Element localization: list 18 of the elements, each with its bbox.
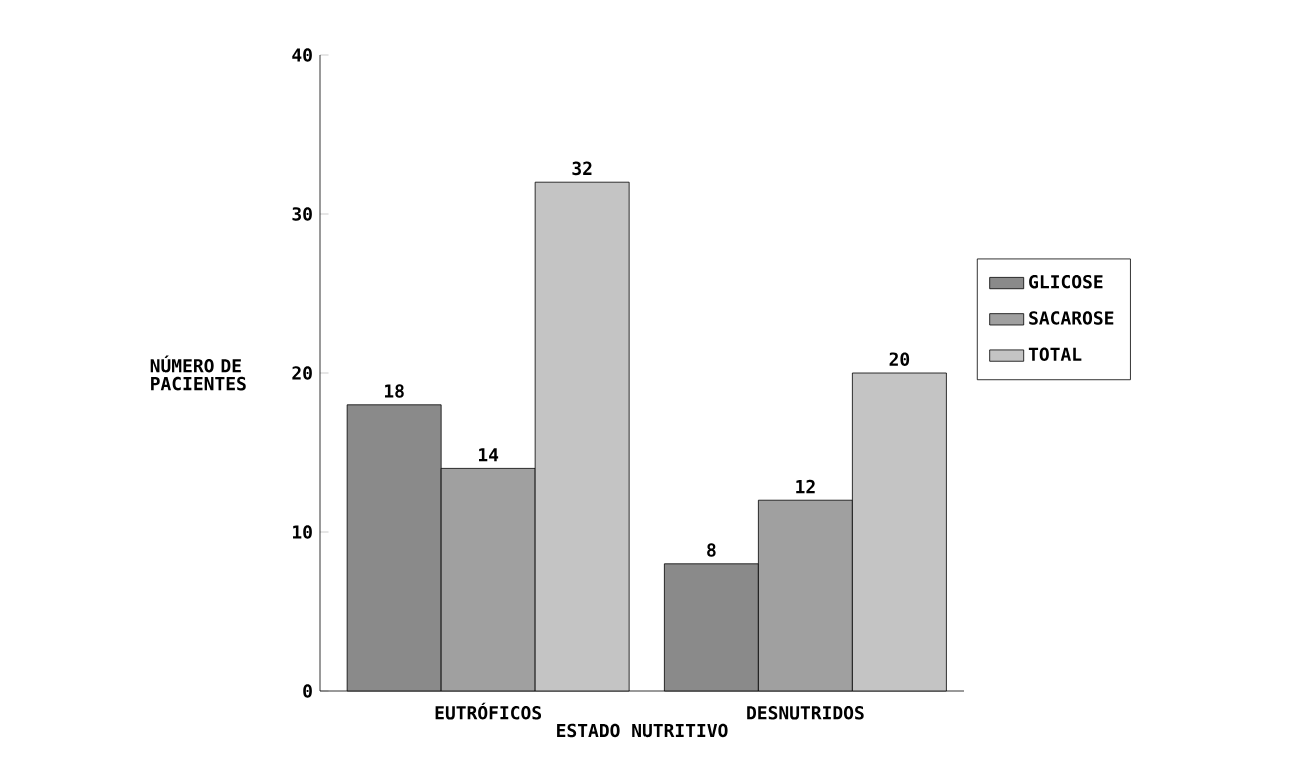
y-tick-label: 40: [292, 48, 312, 62]
x-tick-label: DESNUTRIDOS: [747, 706, 864, 720]
y-axis-title: NÚMERO DE PACIENTES: [150, 355, 246, 391]
data-label: 32: [572, 161, 592, 176]
data-label: 18: [385, 384, 404, 398]
x-axis-title: ESTADO NUTRITIVO: [557, 723, 728, 738]
y-tick-label: 10: [293, 525, 312, 539]
legend-label: GLICOSE: [1029, 274, 1103, 289]
legend-label: SACAROSE: [1029, 311, 1114, 325]
data-label: 14: [479, 448, 499, 462]
x-tick-label: EUTRÓFICOS: [435, 702, 542, 720]
data-label: 20: [889, 352, 910, 366]
y-tick-label: 0: [303, 684, 312, 698]
y-tick-label: 30: [292, 207, 312, 221]
legend-label: TOTAL: [1028, 347, 1082, 361]
data-label: 8: [707, 543, 716, 557]
data-label: 12: [796, 479, 815, 494]
y-tick-label: 20: [292, 366, 312, 380]
